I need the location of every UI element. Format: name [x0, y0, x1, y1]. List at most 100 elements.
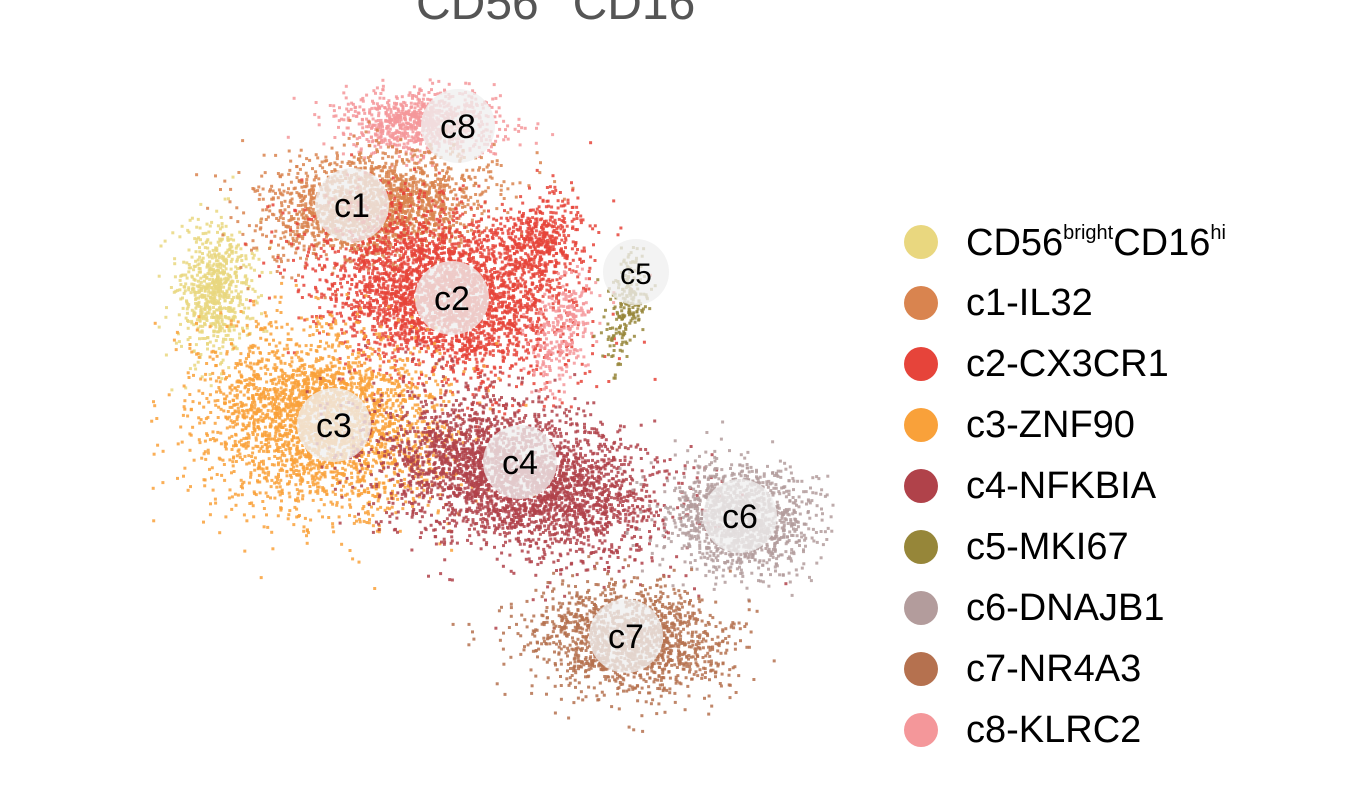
- point: [186, 338, 190, 342]
- point: [430, 184, 434, 187]
- point: [551, 294, 555, 298]
- point: [403, 112, 407, 116]
- point: [523, 126, 527, 130]
- point: [238, 332, 242, 336]
- point: [200, 258, 204, 262]
- point: [354, 144, 358, 148]
- point: [394, 217, 398, 221]
- point: [335, 312, 339, 316]
- point: [313, 211, 317, 215]
- point: [418, 338, 422, 342]
- point: [302, 163, 305, 167]
- point: [494, 96, 498, 100]
- point: [190, 274, 194, 278]
- point: [211, 315, 215, 319]
- point: [171, 231, 175, 235]
- point: [370, 126, 373, 130]
- point: [427, 197, 431, 200]
- point: [176, 288, 180, 292]
- point: [413, 106, 417, 110]
- point: [221, 345, 225, 349]
- point: [548, 240, 552, 244]
- point: [393, 165, 397, 169]
- point: [201, 284, 205, 288]
- point: [398, 253, 402, 257]
- point: [397, 155, 401, 159]
- point: [321, 166, 325, 170]
- point: [416, 166, 420, 170]
- point: [398, 143, 402, 147]
- point: [414, 183, 418, 187]
- point: [419, 191, 423, 195]
- point: [368, 122, 371, 126]
- point: [397, 131, 401, 135]
- point: [376, 321, 380, 325]
- point: [269, 271, 273, 275]
- point: [383, 297, 387, 301]
- point: [256, 295, 260, 299]
- point: [308, 158, 312, 162]
- point: [206, 262, 210, 266]
- point: [198, 250, 202, 254]
- point: [498, 365, 502, 369]
- point: [467, 255, 471, 259]
- point: [411, 209, 415, 213]
- point: [295, 212, 299, 216]
- point: [316, 224, 320, 228]
- point: [392, 123, 396, 127]
- point: [484, 189, 488, 193]
- point: [508, 280, 512, 284]
- point: [219, 329, 223, 333]
- point: [309, 199, 313, 203]
- point: [536, 122, 540, 126]
- point: [392, 106, 396, 110]
- point: [292, 96, 296, 100]
- point: [255, 301, 259, 305]
- point: [447, 82, 451, 86]
- point: [302, 248, 306, 252]
- point: [205, 222, 209, 226]
- point: [400, 95, 404, 99]
- point: [349, 107, 353, 111]
- point: [385, 296, 389, 300]
- point: [221, 322, 225, 326]
- point: [361, 118, 364, 122]
- point: [520, 126, 524, 130]
- point: [391, 145, 394, 149]
- point: [277, 219, 281, 222]
- point: [448, 239, 452, 243]
- point: [438, 187, 441, 191]
- point: [538, 171, 542, 175]
- point: [308, 245, 312, 249]
- point: [351, 114, 355, 118]
- point: [477, 184, 481, 188]
- point: [310, 197, 314, 201]
- point: [439, 183, 443, 186]
- point: [407, 93, 411, 97]
- point: [360, 292, 364, 295]
- point: [195, 318, 199, 322]
- point: [435, 163, 439, 167]
- point: [467, 223, 471, 227]
- point: [498, 291, 502, 295]
- point: [334, 289, 337, 293]
- point: [307, 250, 310, 254]
- point: [411, 227, 415, 231]
- point: [448, 221, 451, 225]
- point: [399, 182, 403, 186]
- point: [484, 267, 488, 270]
- point: [193, 363, 197, 367]
- point: [398, 120, 402, 124]
- point: [344, 84, 348, 88]
- point: [304, 171, 308, 175]
- point: [199, 353, 203, 356]
- point: [295, 191, 299, 195]
- point: [387, 236, 391, 240]
- point: [213, 252, 217, 256]
- point: [373, 106, 377, 110]
- point: [204, 312, 208, 316]
- point: [170, 388, 174, 392]
- point: [350, 283, 354, 286]
- point: [595, 385, 599, 389]
- point: [414, 180, 417, 184]
